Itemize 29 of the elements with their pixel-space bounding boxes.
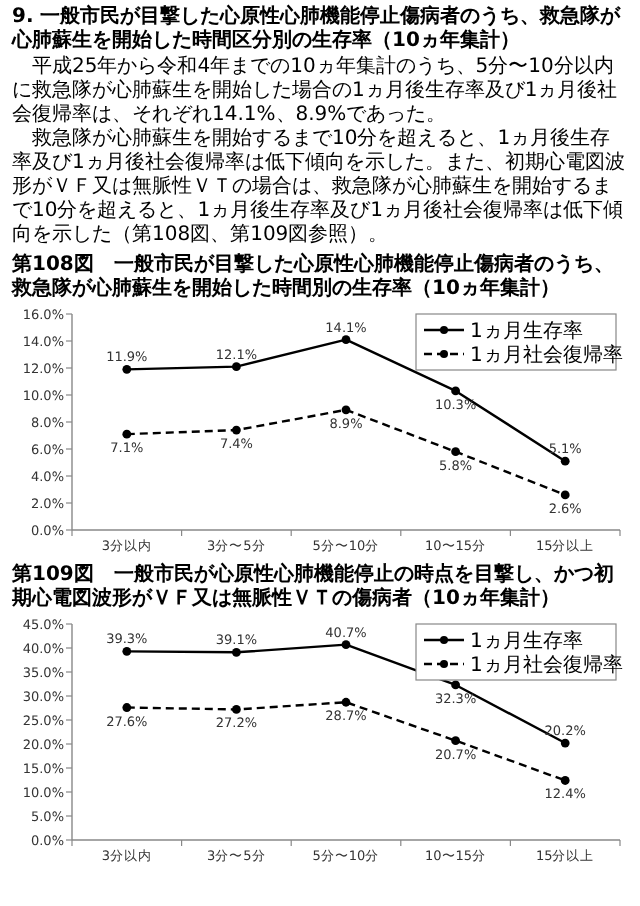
point xyxy=(451,447,460,457)
legend-label: 1ヵ月生存率 xyxy=(470,319,583,343)
point xyxy=(122,364,132,374)
legend-label: 1ヵ月生存率 xyxy=(470,629,583,653)
point xyxy=(451,736,460,746)
point xyxy=(122,703,132,712)
point xyxy=(122,646,132,656)
point xyxy=(451,680,460,690)
legend-label: 1ヵ月社会復帰率 xyxy=(470,343,623,367)
point xyxy=(122,429,132,439)
point xyxy=(341,335,351,345)
text: 救急隊が心肺蘇生を開始するまで10分を超えると、1ヵ月後生存率及び1ヵ月後社会復帰率は低下傾向を示した。また、初期心電図波形がＶＦ又は無脈性ＶＴの場合は、救急隊が心肺蘇生を開始するまで10分を超えると、1ヵ月後生存率及び1ヵ月後社会復帰率は低下傾向を示した（第108図、第109図参照）。 xyxy=(12,128,627,248)
point xyxy=(232,705,241,714)
point xyxy=(560,738,570,748)
point xyxy=(232,425,241,435)
point xyxy=(232,362,241,372)
chart-title: 第109図 一般市民が心原性心肺機能停止の時点を目撃し、かつ初期心電図波形がＶＦ又は無脈性ＶＴの傷病者（10ヵ年集計） xyxy=(12,564,616,612)
chart-title: 第108図 一般市民が目撃した心原性心肺機能停止傷病者のうち、救急隊が心肺蘇生を開始した時間別の生存率（10ヵ年集計） xyxy=(12,254,616,302)
point xyxy=(341,697,351,707)
point xyxy=(341,640,351,650)
text: 9. 一般市民が目撃した心原性心肺機能停止傷病者のうち、救急隊が心肺蘇生を開始した時間区分別の生存率（10ヵ年集計） xyxy=(12,6,623,54)
point xyxy=(232,647,241,657)
point xyxy=(560,456,570,466)
point xyxy=(560,490,570,500)
legend-label: 1ヵ月社会復帰率 xyxy=(470,653,623,677)
text: 平成25年から令和4年までの10ヵ年集計のうち、5分〜10分以内に救急隊が心肺蘇生を開始した場合の1ヵ月後生存率及び1ヵ月後社会復帰率は、それぞれ14.1%、8.9%であった。 xyxy=(12,56,620,127)
point xyxy=(341,405,351,415)
point xyxy=(560,776,570,785)
point xyxy=(451,386,460,396)
